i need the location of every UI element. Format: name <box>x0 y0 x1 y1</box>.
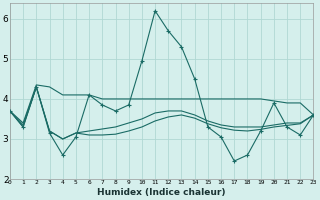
X-axis label: Humidex (Indice chaleur): Humidex (Indice chaleur) <box>98 188 226 197</box>
